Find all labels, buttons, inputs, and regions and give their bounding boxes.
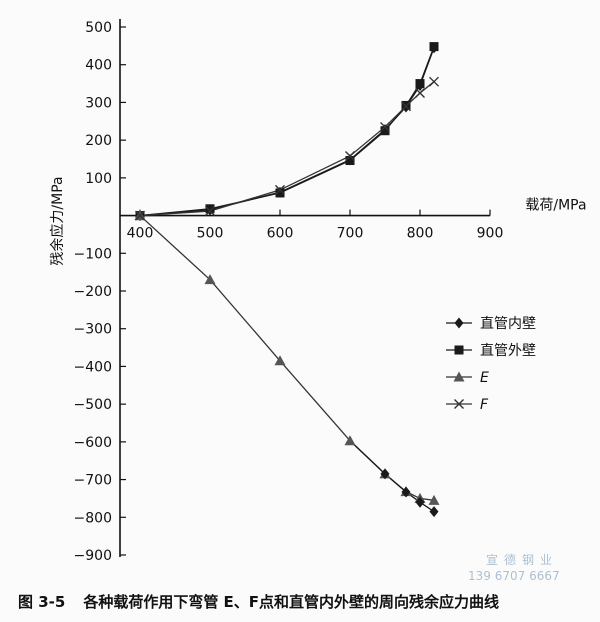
y-tick-label: −500: [74, 397, 112, 413]
x-tick-label: 700: [337, 226, 364, 242]
data-point: [345, 156, 355, 166]
data-point: [415, 496, 425, 508]
x-tick-label: 500: [197, 226, 224, 242]
x-tick-label: 800: [407, 226, 434, 242]
y-tick-label: −600: [74, 435, 112, 451]
data-point: [205, 204, 215, 214]
data-point: [380, 121, 390, 132]
data-point: [429, 76, 439, 87]
data-point: [401, 101, 411, 112]
data-point: [274, 355, 286, 366]
y-tick-label: −700: [74, 473, 112, 489]
chart-plot: 500 400 300 200 100 −100 −200 −300 −400 −500 −600 −…: [49, 19, 587, 564]
data-point: [428, 494, 440, 505]
legend-marker: [454, 317, 464, 329]
y-tick-label: 100: [85, 171, 112, 187]
x-tick-label: 900: [477, 226, 504, 242]
legend-label: 直管内壁: [480, 315, 536, 332]
y-tick-label: −100: [74, 246, 112, 262]
y-tick-label: 500: [85, 20, 112, 36]
y-tick-label: 200: [85, 133, 112, 149]
data-point: [135, 210, 145, 221]
watermark-company: 宣德钢业: [486, 553, 559, 567]
data-point: [401, 486, 411, 498]
x-tick-label: 600: [267, 226, 294, 242]
data-point: [415, 88, 425, 98]
data-point: [204, 274, 216, 285]
caption-text: 各种载荷作用下弯管 E、F点和直管内外壁的周向残余应力曲线: [83, 593, 500, 611]
data-point: [380, 468, 390, 480]
legend-label: 直管外壁: [480, 342, 536, 359]
legend-label: F: [480, 397, 489, 413]
y-axis-label: 残余应力/MPa: [49, 176, 66, 265]
data-point: [275, 184, 285, 195]
series-line-3: [139, 81, 435, 217]
x-axis-label: 载荷/MPa: [525, 198, 586, 214]
data-point: [429, 506, 439, 518]
figure-caption: 图 3-5 各种载荷作用下弯管 E、F点和直管内外壁的周向残余应力曲线: [18, 591, 499, 612]
legend-marker: [454, 345, 464, 355]
data-point: [429, 42, 439, 52]
caption-number: 图 3-5: [18, 593, 66, 611]
data-point: [205, 206, 215, 217]
y-tick-label: −800: [74, 510, 112, 526]
data-point: [344, 435, 356, 446]
y-tick-label: 300: [85, 95, 112, 111]
data-point: [275, 188, 285, 198]
y-tick-label: −200: [74, 284, 112, 300]
y-tick-label: 400: [85, 58, 112, 74]
legend-marker: [453, 371, 465, 382]
series-line-1: [139, 46, 435, 217]
series-line-2: [139, 215, 435, 501]
legend-marker: [454, 399, 464, 409]
data-point: [345, 150, 355, 161]
legend-label: E: [480, 370, 489, 386]
data-point: [380, 126, 390, 136]
data-point: [415, 79, 425, 89]
watermark-phone: 139 6707 6667: [468, 569, 560, 583]
watermark: 宣德钢业 139 6707 6667: [468, 552, 560, 584]
y-tick-label: −900: [74, 548, 112, 564]
x-tick-label: 400: [127, 226, 154, 242]
y-tick-label: −300: [74, 322, 112, 338]
y-tick-label: −400: [74, 359, 112, 375]
